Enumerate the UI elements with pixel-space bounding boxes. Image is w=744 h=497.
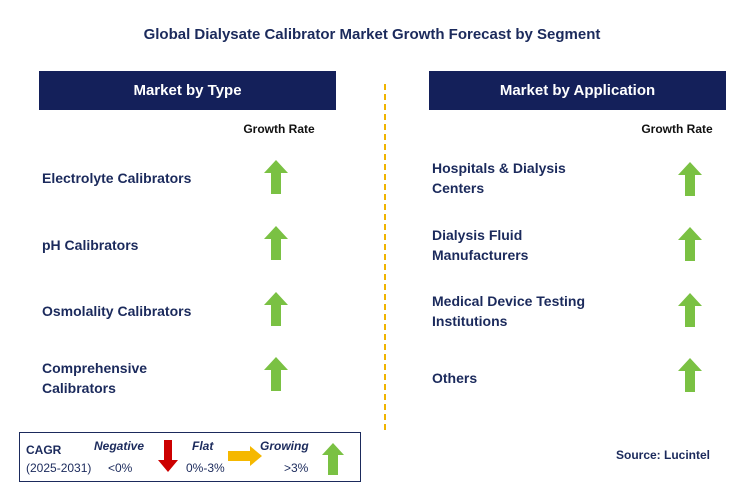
type-item-ph: pH Calibrators — [42, 237, 139, 253]
type-panel-header: Market by Type — [39, 71, 336, 110]
up-arrow-icon — [678, 162, 702, 196]
legend-negative-range: <0% — [108, 461, 133, 475]
type-growth-rate-label: Growth Rate — [243, 122, 315, 136]
type-item-electrolyte: Electrolyte Calibrators — [42, 170, 192, 186]
legend-cagr-label: CAGR — [26, 443, 62, 457]
application-item-others: Others — [432, 370, 478, 386]
up-arrow-icon — [264, 292, 288, 326]
legend-flat-label: Flat — [192, 439, 214, 453]
source-note: Source: Lucintel — [616, 448, 711, 462]
type-item-osmolality: Osmolality Calibrators — [42, 303, 192, 319]
up-arrow-icon — [322, 443, 344, 480]
application-item-testing-institutions: Medical Device Testing Institutions — [432, 293, 586, 329]
application-panel-header: Market by Application — [429, 71, 726, 110]
legend-growing-label: Growing — [260, 439, 309, 453]
up-arrow-icon — [678, 293, 702, 327]
up-arrow-icon — [678, 358, 702, 392]
application-item-hospitals: Hospitals & Dialysis Centers — [432, 160, 566, 196]
up-arrow-icon — [264, 160, 288, 194]
up-arrow-icon — [264, 357, 288, 391]
legend-negative-label: Negative — [94, 439, 145, 453]
type-item-comprehensive: Comprehensive Calibrators — [42, 360, 148, 396]
down-arrow-icon — [158, 440, 178, 477]
up-arrow-icon — [678, 227, 702, 261]
legend-flat-range: 0%-3% — [186, 461, 225, 475]
right-arrow-icon — [228, 446, 262, 471]
chart-title: Global Dialysate Calibrator Market Growt… — [143, 26, 601, 43]
application-growth-rate-label: Growth Rate — [641, 122, 713, 136]
panel-divider — [384, 84, 386, 430]
legend-period: (2025-2031) — [26, 461, 92, 475]
application-item-fluid-manufacturers: Dialysis Fluid Manufacturers — [432, 227, 529, 263]
cagr-legend: CAGR (2025-2031) Negative <0% Flat 0%-3%… — [19, 432, 361, 482]
legend-growing-range: >3% — [284, 461, 309, 475]
up-arrow-icon — [264, 226, 288, 260]
